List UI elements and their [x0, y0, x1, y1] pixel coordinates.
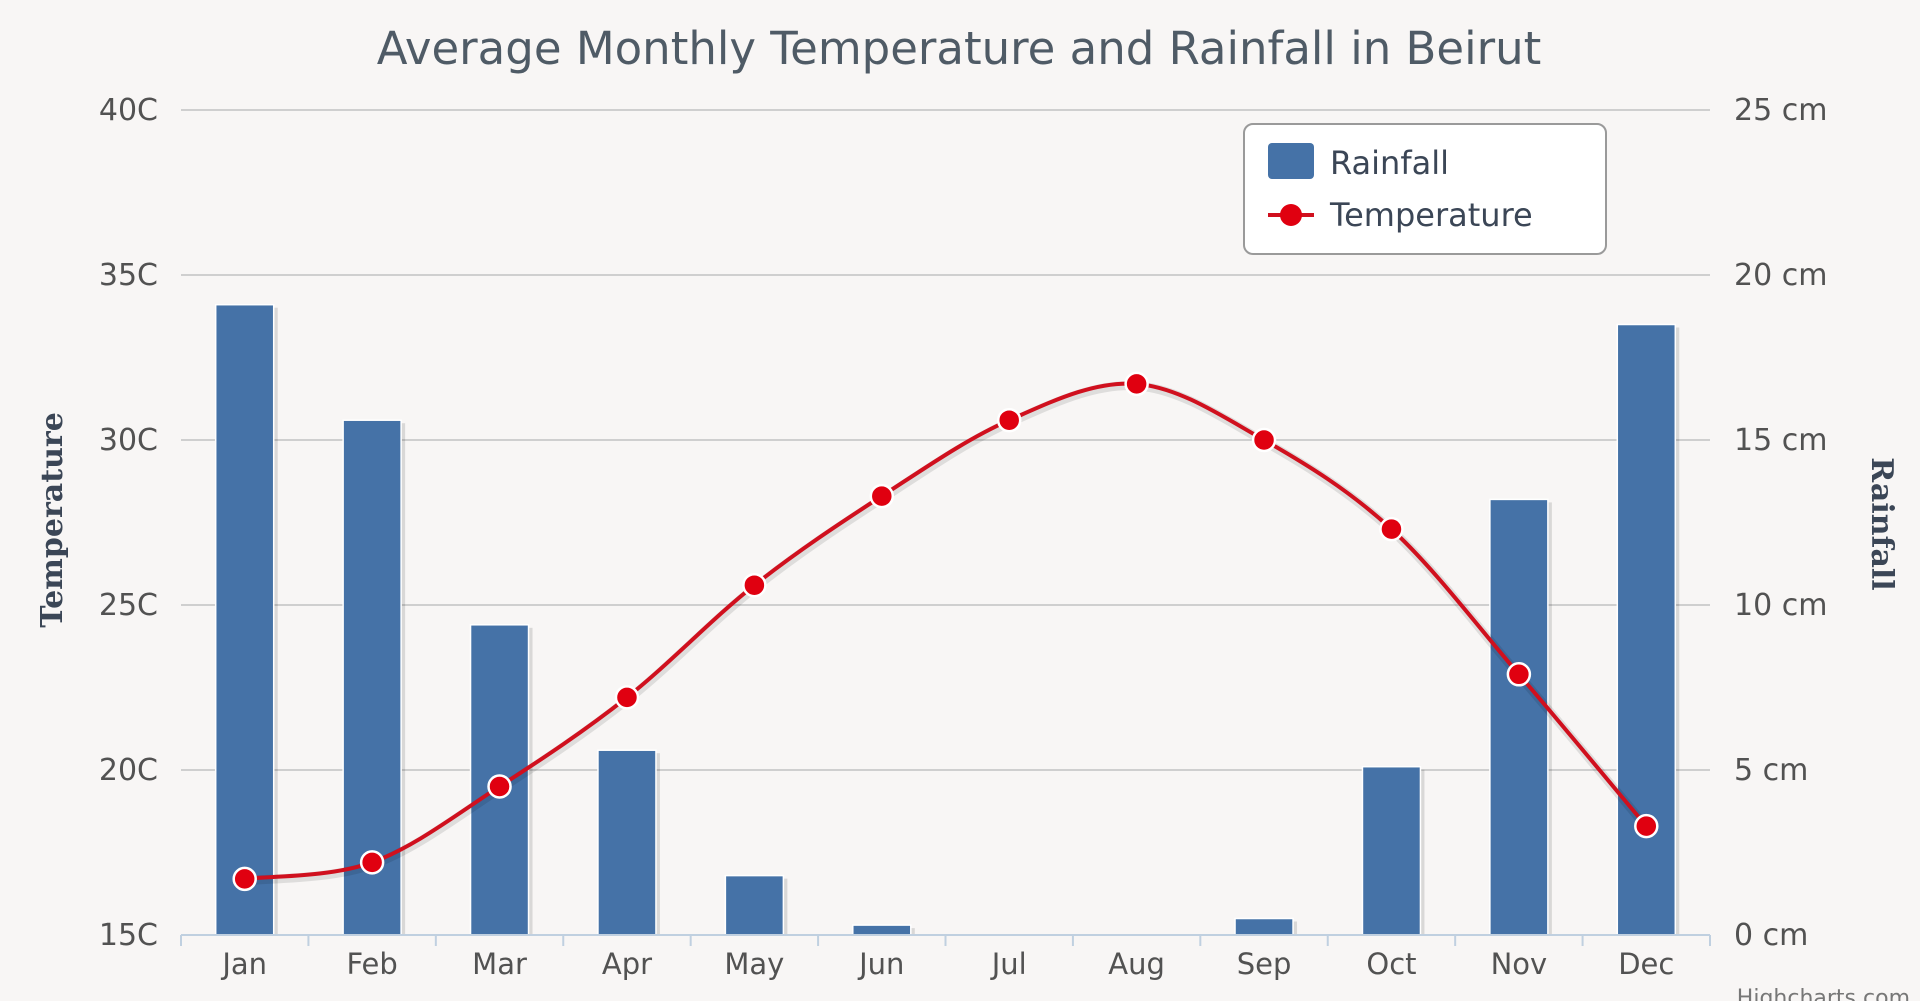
x-axis: Jan Feb Mar Apr May Jun Jul Aug Sep Oct Nov Dec — [180, 934, 1711, 981]
rainfall-bar-sep[interactable] — [1234, 917, 1294, 936]
x-tick-label-jan: Jan — [220, 947, 267, 981]
x-tick-label-aug: Aug — [1108, 947, 1165, 981]
temperature-line-shadow — [245, 381, 1651, 886]
y-right-tick-label: 0 cm — [1734, 918, 1808, 953]
y-left-tick-label: 15C — [99, 918, 158, 953]
legend-temperature-marker — [1280, 204, 1302, 226]
y-right-tick-label: 15 cm — [1734, 423, 1827, 458]
y-right-tick-label: 20 cm — [1734, 258, 1827, 293]
y-left-tick-label: 35C — [99, 258, 158, 293]
legend[interactable]: Rainfall Temperature — [1243, 123, 1607, 255]
temperature-point-oct[interactable] — [1379, 516, 1404, 542]
temperature-point-apr[interactable] — [614, 685, 640, 710]
legend-item-rainfall[interactable]: Rainfall — [1268, 143, 1449, 182]
legend-box — [1243, 123, 1607, 255]
y-axis-left: 15C 20C 25C 30C 35C 40C — [99, 93, 158, 953]
y-left-tick-label: 25C — [99, 588, 158, 623]
temperature-point-jan[interactable] — [232, 866, 257, 892]
temperature-point-sep[interactable] — [1251, 427, 1277, 453]
x-tick-label-apr: Apr — [602, 947, 652, 981]
y-axis-right-title: Rainfall — [1864, 457, 1899, 590]
temperature-point-may[interactable] — [742, 572, 767, 598]
rainfall-bar-nov[interactable] — [1489, 498, 1549, 936]
temperature-point-jun[interactable] — [869, 483, 895, 509]
x-tick-label-mar: Mar — [472, 947, 527, 981]
legend-temperature-label: Temperature — [1329, 196, 1533, 234]
chart-title: Average Monthly Temperature and Rainfall… — [377, 22, 1542, 75]
temperature-point-dec[interactable] — [1634, 813, 1659, 839]
rainfall-bar-dec[interactable] — [1616, 323, 1677, 936]
x-tick-label-oct: Oct — [1366, 947, 1416, 981]
temperature-point-nov[interactable] — [1506, 662, 1532, 687]
temperature-point-aug[interactable] — [1124, 371, 1149, 397]
y-right-tick-label: 25 cm — [1734, 93, 1827, 128]
y-left-tick-label: 30C — [99, 423, 158, 458]
y-right-tick-label: 10 cm — [1734, 588, 1827, 623]
chart-credit[interactable]: Highcharts.com — [1737, 986, 1910, 1001]
rainfall-bar-apr[interactable] — [597, 749, 657, 936]
x-tick-label-feb: Feb — [346, 947, 397, 981]
x-tick-label-jun: Jun — [857, 947, 904, 981]
y-left-tick-label: 20C — [99, 753, 158, 788]
legend-rainfall-label: Rainfall — [1330, 144, 1449, 182]
x-tick-label-may: May — [724, 947, 784, 981]
rainfall-bar-feb[interactable] — [342, 419, 402, 936]
rainfall-bar-jan[interactable] — [214, 303, 275, 936]
x-tick-label-jul: Jul — [990, 947, 1027, 981]
rainfall-bar-jun[interactable] — [852, 924, 912, 936]
x-tick-label-nov: Nov — [1491, 947, 1548, 981]
temperature-line — [232, 371, 1659, 892]
legend-rainfall-swatch — [1268, 143, 1314, 179]
y-right-tick-label: 5 cm — [1734, 753, 1808, 788]
temperature-point-feb[interactable] — [359, 850, 385, 875]
y-axis-right: 0 cm 5 cm 10 cm 15 cm 20 cm 25 cm — [1734, 93, 1827, 953]
rainfall-bars — [214, 303, 1680, 936]
rainfall-bar-may[interactable] — [724, 874, 785, 936]
x-tick-label-sep: Sep — [1237, 947, 1292, 981]
temperature-point-mar[interactable] — [487, 774, 512, 799]
y-left-tick-label: 40C — [99, 93, 158, 128]
y-axis-left-title: Temperature — [35, 412, 70, 628]
legend-item-temperature[interactable]: Temperature — [1268, 196, 1533, 234]
temperature-point-jul[interactable] — [996, 407, 1022, 433]
x-tick-label-dec: Dec — [1618, 947, 1674, 981]
rainfall-bar-oct[interactable] — [1361, 765, 1422, 936]
